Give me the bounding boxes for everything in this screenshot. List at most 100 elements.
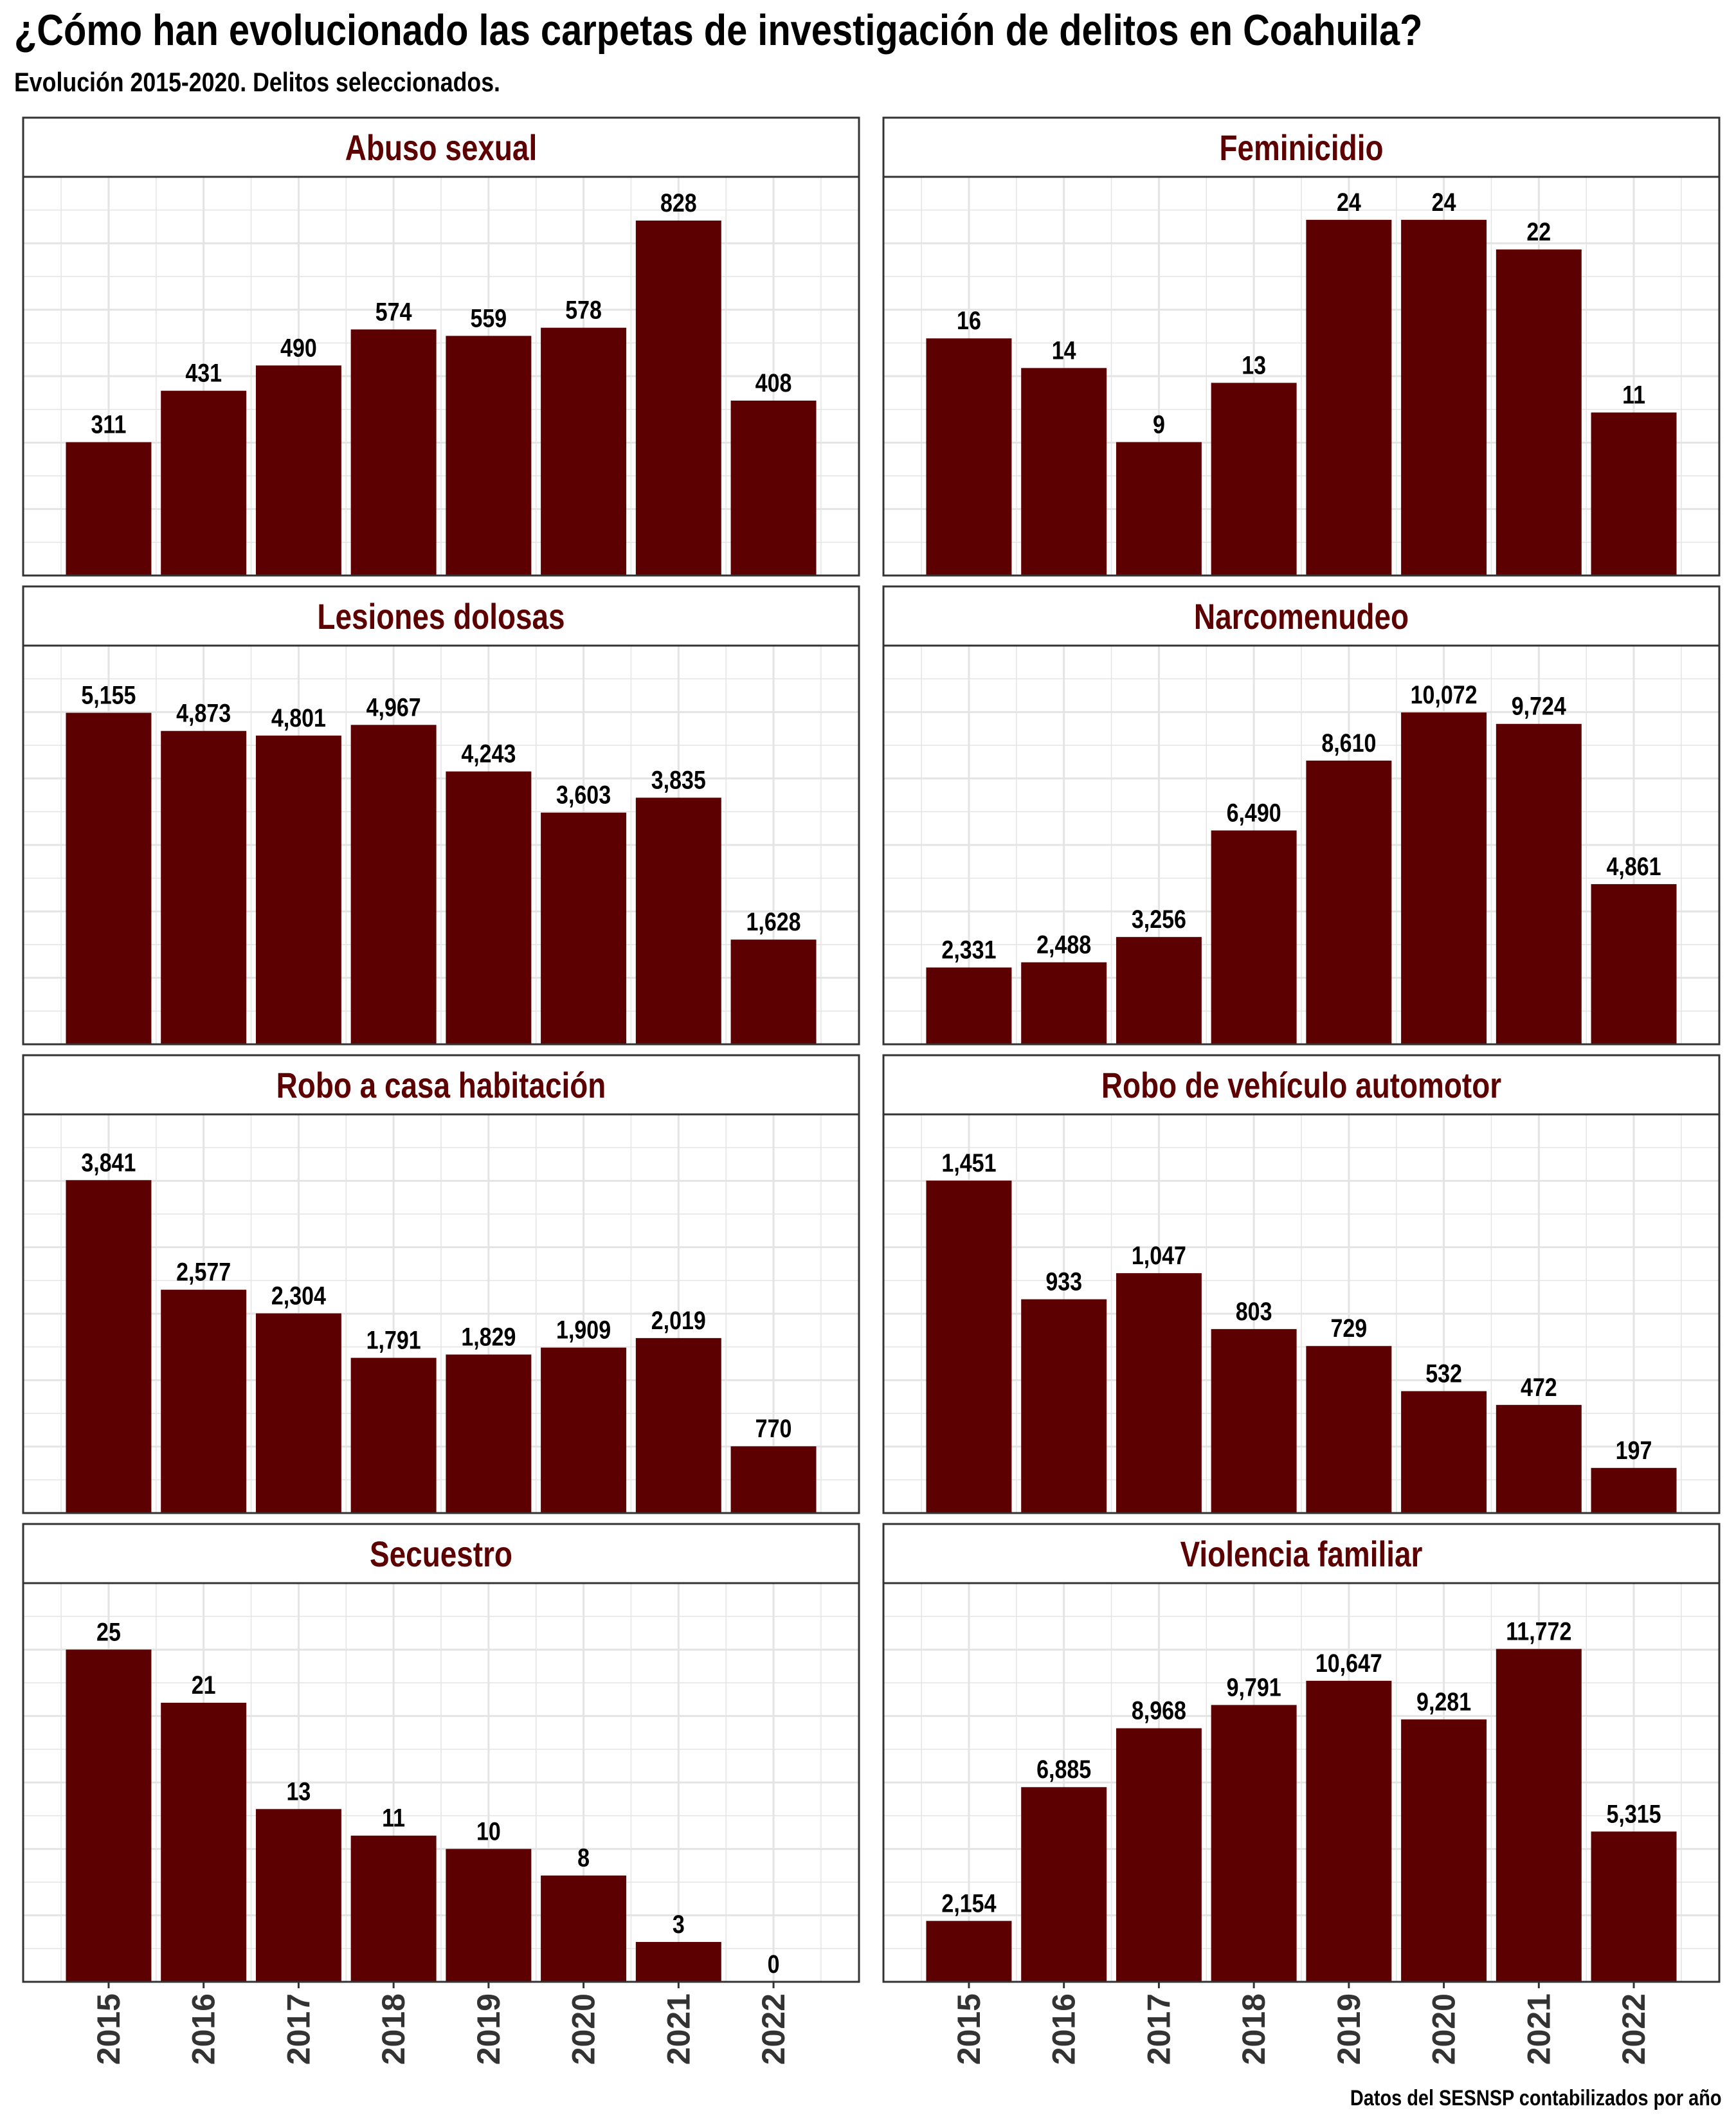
bar-2020 xyxy=(1401,219,1487,576)
data-label: 22 xyxy=(1526,217,1551,246)
bar-2021 xyxy=(1496,1404,1582,1513)
data-label: 11 xyxy=(382,1803,405,1832)
data-label: 408 xyxy=(755,368,792,397)
panel-7: Secuestro 25 21 13 11 10 8 3 0 2015 2016 2017 2018 20… xyxy=(22,1523,860,2065)
bar-2020 xyxy=(1401,1719,1487,1982)
bar-2018 xyxy=(350,329,437,576)
data-label: 24 xyxy=(1337,187,1361,216)
x-tick-label: 2022 xyxy=(755,1993,791,2065)
panel-border xyxy=(882,176,1721,577)
panel-2: Feminicidio 16 14 9 13 24 24 22 11 xyxy=(882,116,1721,577)
bar-2021 xyxy=(635,797,721,1044)
data-label: 770 xyxy=(755,1414,792,1443)
data-label: 6,490 xyxy=(1227,798,1281,827)
x-tick-label: 2019 xyxy=(471,1993,507,2065)
data-label: 0 xyxy=(768,1949,780,1978)
bar-2021 xyxy=(635,221,721,576)
data-label: 9,724 xyxy=(1512,691,1566,720)
panel-3: Lesiones dolosas 5,155 4,873 4,801 4,967 4,24… xyxy=(22,585,860,1046)
x-tick-label: 2017 xyxy=(280,1993,316,2065)
bar-2016 xyxy=(161,390,247,576)
panel-4: Narcomenudeo 2,331 2,488 3,256 6,490 8,610 10,… xyxy=(882,585,1721,1046)
data-label: 4,967 xyxy=(366,693,421,721)
data-label: 10,072 xyxy=(1411,680,1478,709)
panel-border xyxy=(882,1582,1721,1983)
bar-2022 xyxy=(1591,1831,1677,1982)
data-label: 197 xyxy=(1616,1435,1652,1464)
bar-2020 xyxy=(1401,1391,1487,1513)
bar-2016 xyxy=(1021,1787,1107,1982)
data-label: 3,841 xyxy=(81,1148,136,1177)
data-label: 2,331 xyxy=(941,935,996,964)
bar-2017 xyxy=(1116,442,1202,576)
data-label: 5,315 xyxy=(1607,1799,1661,1828)
data-label: 2,577 xyxy=(176,1257,231,1286)
bar-2017 xyxy=(255,1809,341,1982)
panel-strip xyxy=(882,1523,1721,1584)
bar-2020 xyxy=(541,1875,627,1982)
bar-2022 xyxy=(1591,412,1677,576)
data-label: 803 xyxy=(1236,1296,1272,1325)
x-tick-label: 2015 xyxy=(951,1993,987,2065)
bar-2019 xyxy=(446,1849,532,1982)
data-label: 2,488 xyxy=(1036,930,1091,959)
data-label: 2,304 xyxy=(271,1281,326,1310)
data-label: 11 xyxy=(1622,380,1645,409)
panel-title: Secuestro xyxy=(370,1534,512,1574)
bar-2015 xyxy=(926,1180,1012,1513)
x-tick-label: 2020 xyxy=(566,1993,602,2065)
data-label: 24 xyxy=(1432,187,1456,216)
data-label: 1,047 xyxy=(1132,1240,1186,1269)
bar-2021 xyxy=(1496,249,1582,576)
data-label: 490 xyxy=(280,333,317,362)
data-label: 8 xyxy=(577,1843,590,1872)
data-label: 21 xyxy=(192,1670,216,1699)
bar-2019 xyxy=(1306,1680,1392,1982)
data-label: 16 xyxy=(957,306,981,335)
data-label: 10 xyxy=(476,1817,501,1845)
data-label: 3,256 xyxy=(1132,905,1186,934)
data-label: 6,885 xyxy=(1036,1755,1091,1784)
bar-2018 xyxy=(350,1357,437,1513)
bar-2015 xyxy=(926,967,1012,1044)
panel-border xyxy=(882,644,1721,1046)
bar-2015 xyxy=(66,442,152,576)
panel-title: Violencia familiar xyxy=(1180,1534,1423,1574)
bar-2015 xyxy=(926,1921,1012,1982)
bar-2022 xyxy=(1591,884,1677,1044)
bar-2017 xyxy=(1116,1728,1202,1982)
chart-title: ¿Cómo han evolucionado las carpetas de i… xyxy=(14,6,1423,55)
data-label: 4,861 xyxy=(1607,851,1661,880)
bar-2019 xyxy=(446,771,532,1044)
x-tick-label: 2018 xyxy=(1236,1993,1272,2065)
bar-2021 xyxy=(1496,723,1582,1044)
bar-2022 xyxy=(730,939,817,1044)
panel-5: Robo a casa habitación 3,841 2,577 2,304 1,7… xyxy=(22,1054,860,1514)
panel-1: Abuso sexual 311 431 490 574 559 578 828 408 xyxy=(22,116,860,577)
panel-border xyxy=(22,1113,860,1514)
x-tick-label: 2015 xyxy=(91,1993,127,2065)
chart-subtitle: Evolución 2015-2020. Delitos seleccionad… xyxy=(14,67,500,97)
panel-strip xyxy=(22,1523,860,1584)
panel-strip xyxy=(882,1054,1721,1116)
data-label: 3,603 xyxy=(556,780,611,809)
panel-6: Robo de vehículo automotor 1,451 933 1,047 8… xyxy=(882,1054,1721,1514)
data-label: 13 xyxy=(1242,350,1266,379)
bar-2021 xyxy=(1496,1649,1582,1982)
x-tick-label: 2018 xyxy=(375,1993,411,2065)
bar-2017 xyxy=(1116,1273,1202,1513)
data-label: 25 xyxy=(96,1617,121,1646)
data-label: 1,628 xyxy=(746,907,801,936)
bar-2020 xyxy=(541,1347,627,1513)
bar-2018 xyxy=(1211,1329,1297,1513)
data-label: 9,281 xyxy=(1416,1687,1471,1716)
data-label: 574 xyxy=(375,297,412,326)
bar-2018 xyxy=(1211,830,1297,1044)
bar-2017 xyxy=(255,1313,341,1513)
data-label: 559 xyxy=(471,304,507,332)
x-tick-label: 2021 xyxy=(660,1993,696,2065)
panel-title: Robo a casa habitación xyxy=(276,1066,606,1105)
bar-2018 xyxy=(350,1835,437,1982)
data-label: 9,791 xyxy=(1227,1673,1281,1701)
